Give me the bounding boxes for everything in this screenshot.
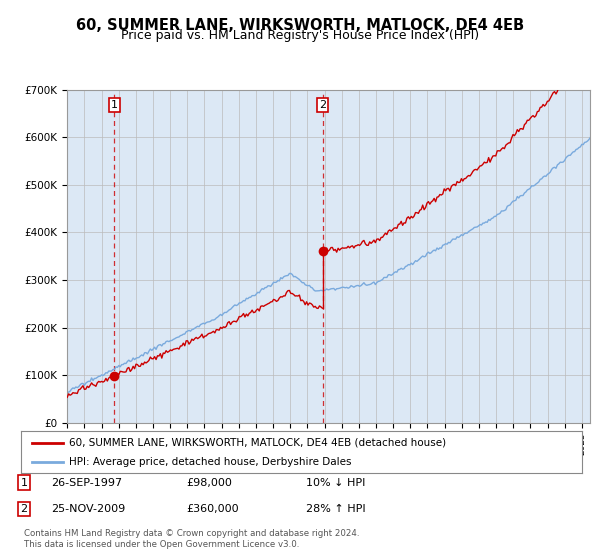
Text: 10% ↓ HPI: 10% ↓ HPI xyxy=(306,478,365,488)
Text: 60, SUMMER LANE, WIRKSWORTH, MATLOCK, DE4 4EB (detached house): 60, SUMMER LANE, WIRKSWORTH, MATLOCK, DE… xyxy=(68,437,446,447)
Text: £360,000: £360,000 xyxy=(186,504,239,514)
Text: 1: 1 xyxy=(20,478,28,488)
Text: Contains HM Land Registry data © Crown copyright and database right 2024.
This d: Contains HM Land Registry data © Crown c… xyxy=(24,529,359,549)
Text: 2: 2 xyxy=(319,100,326,110)
Text: 28% ↑ HPI: 28% ↑ HPI xyxy=(306,504,365,514)
Text: 2: 2 xyxy=(20,504,28,514)
Text: £98,000: £98,000 xyxy=(186,478,232,488)
Text: 25-NOV-2009: 25-NOV-2009 xyxy=(51,504,125,514)
Text: Price paid vs. HM Land Registry's House Price Index (HPI): Price paid vs. HM Land Registry's House … xyxy=(121,29,479,42)
Text: 60, SUMMER LANE, WIRKSWORTH, MATLOCK, DE4 4EB: 60, SUMMER LANE, WIRKSWORTH, MATLOCK, DE… xyxy=(76,18,524,34)
Text: 1: 1 xyxy=(111,100,118,110)
Text: HPI: Average price, detached house, Derbyshire Dales: HPI: Average price, detached house, Derb… xyxy=(68,457,351,467)
Text: 26-SEP-1997: 26-SEP-1997 xyxy=(51,478,122,488)
